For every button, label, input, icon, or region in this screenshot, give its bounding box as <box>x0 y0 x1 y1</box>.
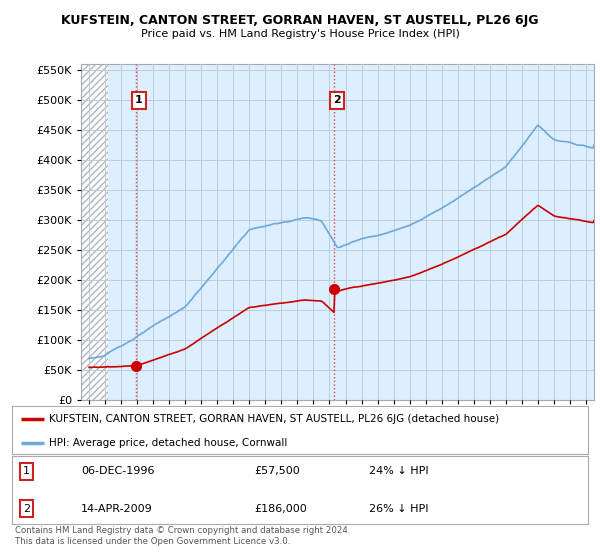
Text: 2: 2 <box>23 504 30 514</box>
Text: KUFSTEIN, CANTON STREET, GORRAN HAVEN, ST AUSTELL, PL26 6JG (detached house): KUFSTEIN, CANTON STREET, GORRAN HAVEN, S… <box>49 414 500 424</box>
Text: KUFSTEIN, CANTON STREET, GORRAN HAVEN, ST AUSTELL, PL26 6JG: KUFSTEIN, CANTON STREET, GORRAN HAVEN, S… <box>61 14 539 27</box>
Bar <box>81 64 108 400</box>
Text: 24% ↓ HPI: 24% ↓ HPI <box>369 466 429 476</box>
Text: 06-DEC-1996: 06-DEC-1996 <box>81 466 155 476</box>
Text: £57,500: £57,500 <box>254 466 299 476</box>
Text: £186,000: £186,000 <box>254 504 307 514</box>
Text: 2: 2 <box>334 95 341 105</box>
Text: 1: 1 <box>23 466 30 476</box>
Text: 14-APR-2009: 14-APR-2009 <box>81 504 153 514</box>
Text: Price paid vs. HM Land Registry's House Price Index (HPI): Price paid vs. HM Land Registry's House … <box>140 29 460 39</box>
Text: Contains HM Land Registry data © Crown copyright and database right 2024.
This d: Contains HM Land Registry data © Crown c… <box>15 526 350 546</box>
Text: HPI: Average price, detached house, Cornwall: HPI: Average price, detached house, Corn… <box>49 438 288 448</box>
Text: 1: 1 <box>135 95 143 105</box>
Text: 26% ↓ HPI: 26% ↓ HPI <box>369 504 428 514</box>
